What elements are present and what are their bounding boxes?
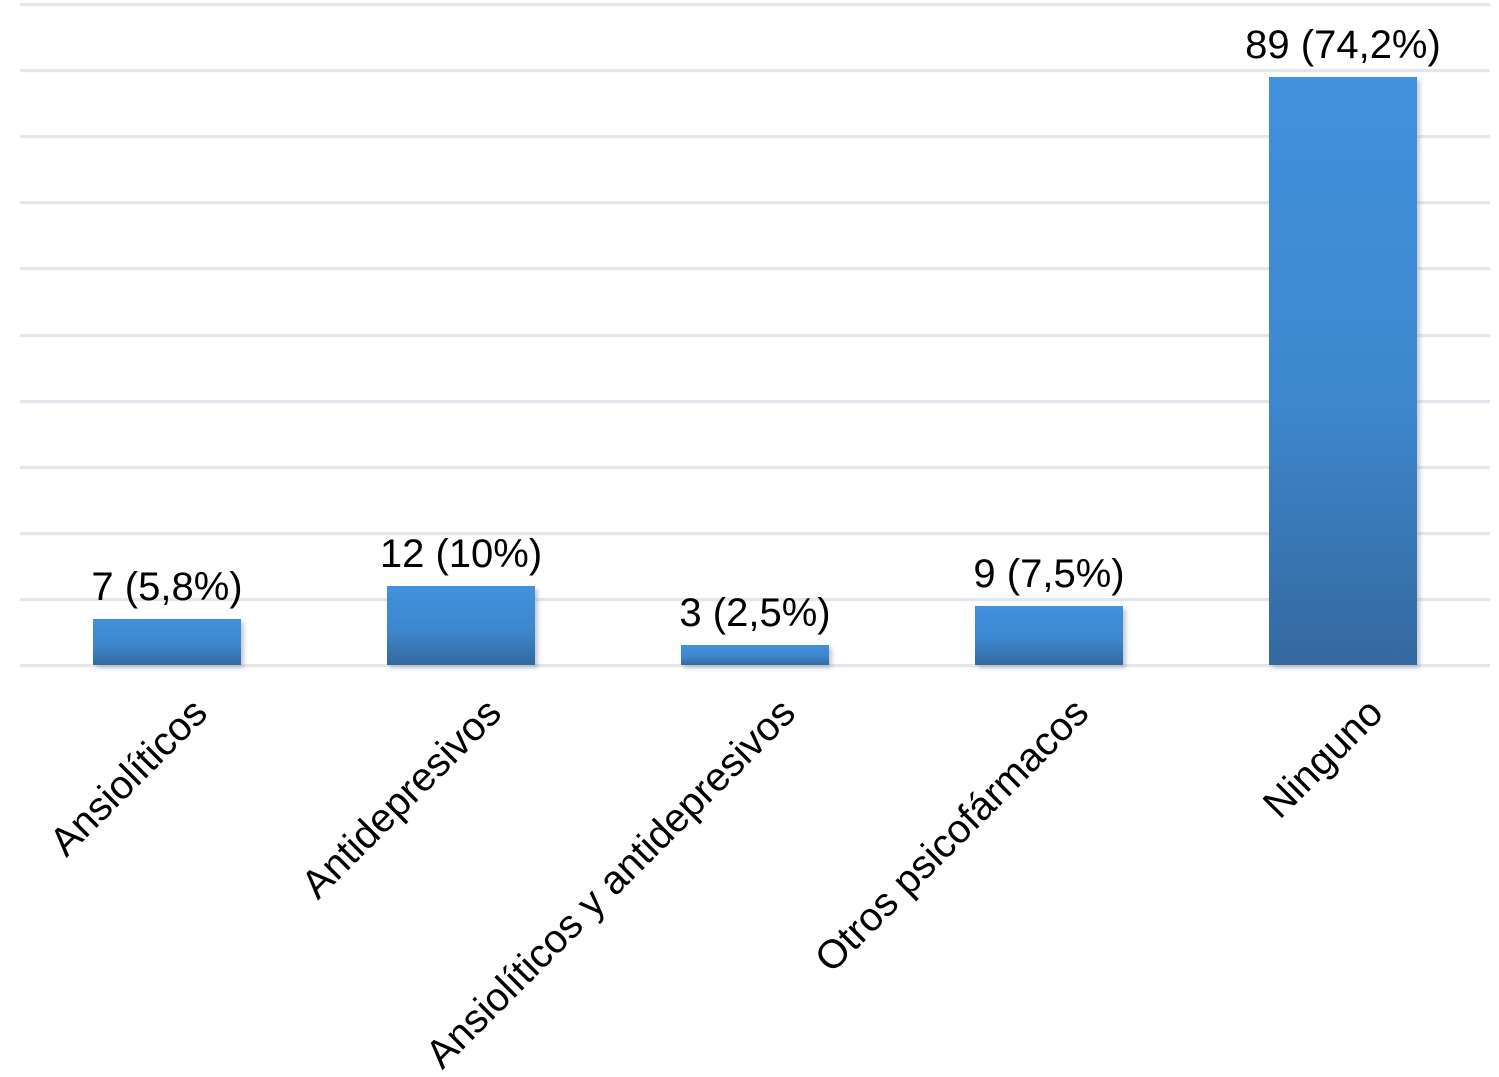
bar — [681, 645, 829, 665]
gridline — [20, 664, 1490, 666]
bar-column: 9 (7,5%) — [902, 4, 1196, 665]
category-label: Antidepresivos — [292, 690, 510, 907]
bar — [93, 618, 241, 665]
category-label: Ninguno — [1254, 690, 1392, 827]
x-axis: Ansiolíticos Antidepresivos Ansiolíticos y… — [20, 665, 1490, 1077]
gridline — [20, 465, 1490, 468]
bar-value-label: 89 (74,2%) — [1245, 22, 1441, 67]
x-axis-labels: Ansiolíticos Antidepresivos Ansiolíticos y… — [20, 665, 1490, 1077]
bar-value-label: 7 (5,8%) — [91, 564, 243, 609]
bars-layer: 7 (5,8%) 12 (10%) 3 (2,5%) 9 (7,5%) 89 (74,2… — [20, 4, 1490, 665]
gridline — [20, 3, 1490, 5]
gridline — [20, 531, 1490, 534]
gridline — [20, 399, 1490, 402]
plot-area: 7 (5,8%) 12 (10%) 3 (2,5%) 9 (7,5%) 89 (74,2… — [20, 3, 1490, 666]
gridline — [20, 135, 1490, 138]
x-axis-slot: Otros psicofármacos — [807, 665, 1196, 1077]
bar-value-label: 9 (7,5%) — [973, 551, 1125, 596]
gridline — [20, 69, 1490, 72]
bar-column: 89 (74,2%) — [1196, 4, 1490, 665]
bar-column: 3 (2,5%) — [608, 4, 902, 665]
gridline — [20, 597, 1490, 600]
bar-column: 7 (5,8%) — [20, 4, 314, 665]
bar — [975, 605, 1123, 665]
gridline — [20, 333, 1490, 336]
bar — [1269, 76, 1417, 665]
category-label: Ansiolíticos — [41, 690, 216, 865]
x-axis-slot: Ansiolíticos — [20, 665, 314, 1077]
bar-value-label: 3 (2,5%) — [679, 591, 831, 636]
bar-value-label: 12 (10%) — [379, 531, 543, 576]
x-axis-slot: Ninguno — [1196, 665, 1490, 1077]
bar-column: 12 (10%) — [314, 4, 608, 665]
gridline — [20, 267, 1490, 270]
bar — [387, 585, 535, 665]
x-axis-slot: Ansiolíticos y antidepresivos — [417, 665, 902, 1077]
gridline — [20, 201, 1490, 204]
